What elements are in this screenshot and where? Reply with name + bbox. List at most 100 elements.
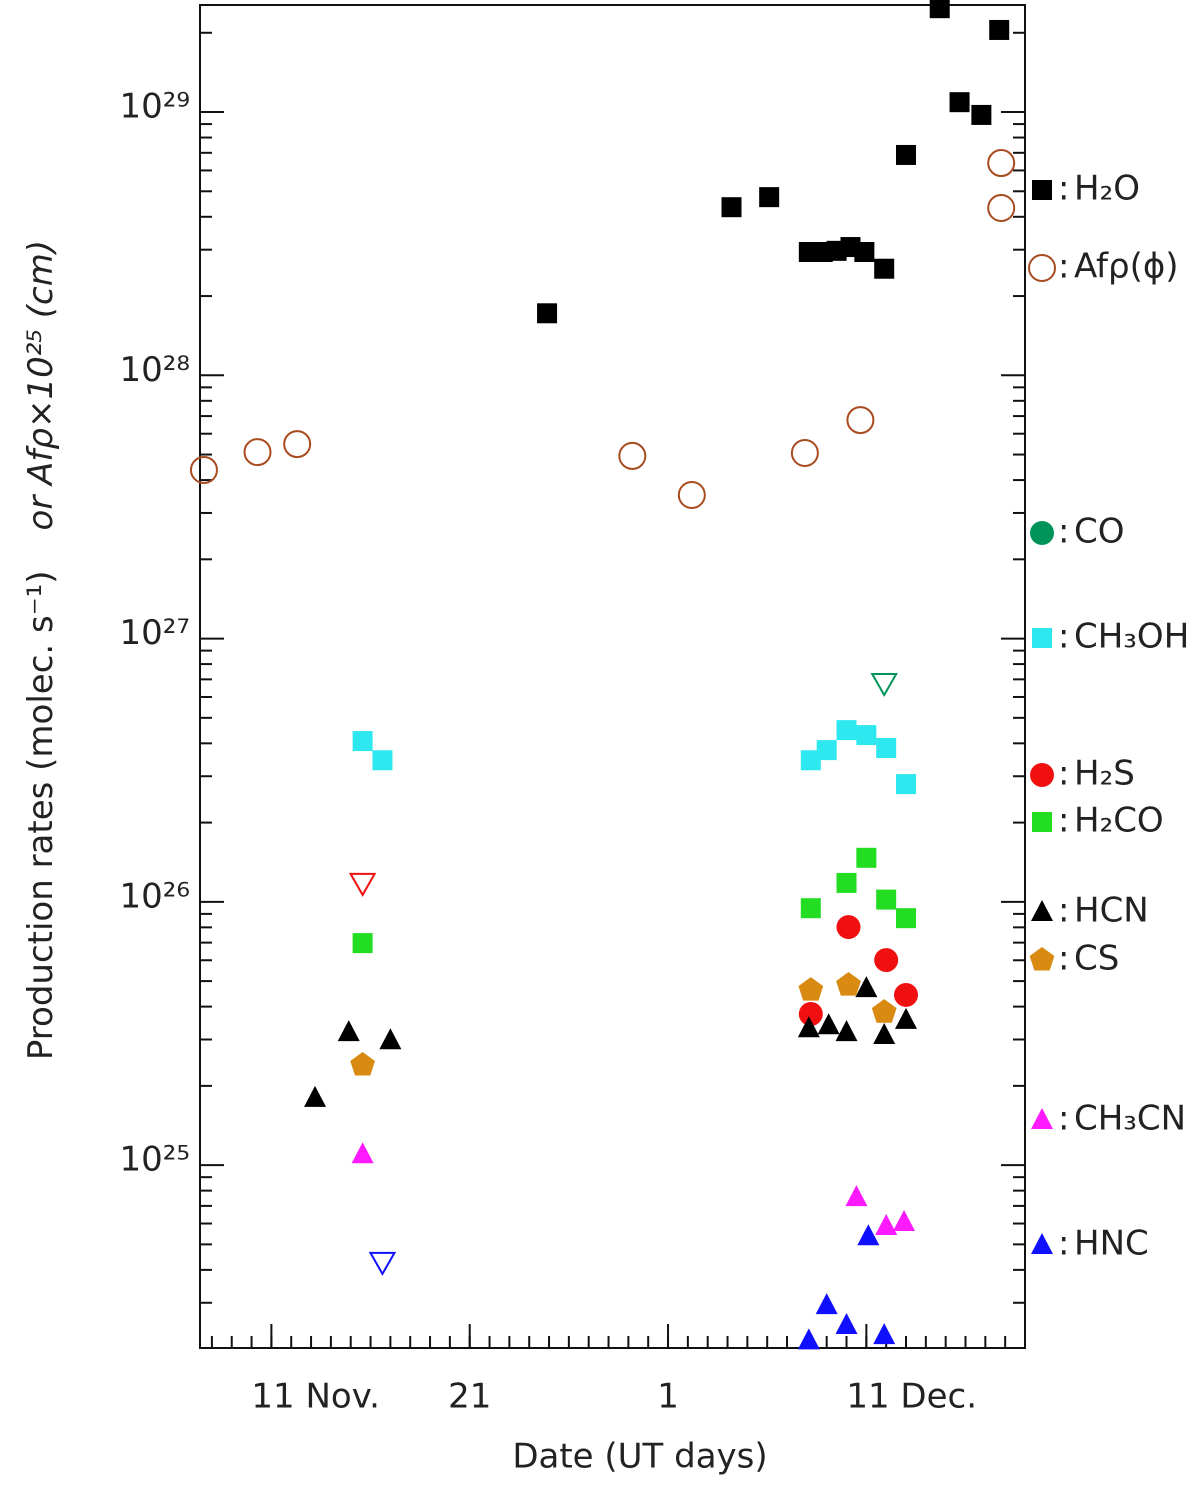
data-point <box>283 430 312 459</box>
x-tick-label: 1 <box>657 1377 679 1417</box>
data-point <box>537 303 558 324</box>
upper-limit <box>348 872 377 897</box>
legend-marker <box>1030 763 1054 787</box>
legend-label: Afρ(ϕ) <box>1074 247 1179 287</box>
data-point <box>243 438 272 467</box>
data-point <box>845 1185 868 1207</box>
y-tick-label: 10²⁵ <box>119 1140 190 1180</box>
data-point <box>896 144 917 165</box>
data-point <box>854 241 875 262</box>
legend-separator: : <box>1058 801 1069 841</box>
legend-marker <box>1032 812 1052 832</box>
data-point <box>372 750 393 771</box>
data-point <box>816 740 837 761</box>
data-point <box>846 406 875 435</box>
data-point <box>836 720 857 741</box>
data-point <box>815 1293 838 1315</box>
legend-marker <box>1031 900 1053 921</box>
data-point <box>876 889 897 910</box>
data-point <box>874 948 899 973</box>
legend-marker <box>1028 254 1056 282</box>
data-point <box>677 481 706 510</box>
data-point <box>896 774 917 795</box>
x-tick-label: 21 <box>448 1377 491 1417</box>
legend-label: HNC <box>1074 1224 1149 1264</box>
legend-marker <box>1031 1108 1053 1129</box>
upper-limit <box>368 1251 397 1276</box>
data-point <box>352 731 373 752</box>
legend-marker <box>1029 947 1055 971</box>
data-point <box>876 738 897 759</box>
data-point <box>856 847 877 868</box>
x-axis-label: Date (UT days) <box>512 1437 767 1477</box>
data-point <box>352 933 373 954</box>
legend-marker <box>1030 521 1054 545</box>
data-point <box>971 104 992 125</box>
data-point <box>873 1023 896 1045</box>
legend-separator: : <box>1058 512 1069 552</box>
legend-separator: : <box>1058 169 1069 209</box>
data-point <box>989 19 1010 40</box>
legend-marker <box>1031 1233 1053 1254</box>
x-tick-label: 11 Dec. <box>846 1377 977 1417</box>
data-point <box>987 193 1016 222</box>
legend-label: H₂CO <box>1074 801 1164 841</box>
y-tick-label: 10²⁸ <box>119 350 190 390</box>
data-point <box>894 982 919 1007</box>
data-point <box>350 1052 375 1076</box>
data-point <box>836 972 861 996</box>
data-point <box>800 750 821 771</box>
data-point <box>987 149 1016 178</box>
legend-label: CH₃OH <box>1074 617 1189 657</box>
data-point <box>721 197 742 218</box>
data-point <box>835 1313 858 1335</box>
data-point <box>304 1085 327 1107</box>
data-point <box>189 455 218 484</box>
legend-separator: : <box>1058 891 1069 931</box>
data-point <box>895 1007 918 1029</box>
data-point <box>797 1328 820 1350</box>
data-point <box>893 1210 916 1232</box>
data-point <box>790 438 819 467</box>
data-point <box>873 1323 896 1345</box>
data-point <box>337 1020 360 1042</box>
legend-label: CH₃CN <box>1074 1099 1186 1139</box>
legend-label: HCN <box>1074 891 1149 931</box>
legend-label: CO <box>1074 512 1125 552</box>
legend-label: CS <box>1074 939 1119 979</box>
data-point <box>835 1020 858 1042</box>
data-point <box>759 187 780 208</box>
data-point <box>800 898 821 919</box>
data-point <box>856 725 877 746</box>
data-point <box>857 1224 880 1246</box>
plot-frame <box>199 4 1026 1349</box>
legend-label: H₂O <box>1074 169 1140 209</box>
data-point <box>855 976 878 998</box>
data-point <box>379 1028 402 1050</box>
data-point <box>874 258 895 279</box>
legend-label: H₂S <box>1074 754 1135 794</box>
legend-separator: : <box>1058 617 1069 657</box>
y-tick-label: 10²⁹ <box>119 87 190 127</box>
upper-limit <box>870 673 898 698</box>
y-axis-label: Production rates (molec. s⁻¹) or Afρ×10²⁵… <box>21 240 61 1060</box>
data-point <box>875 1214 898 1236</box>
data-point <box>351 1142 374 1164</box>
data-point <box>836 915 861 940</box>
data-point <box>836 872 857 893</box>
legend-separator: : <box>1058 1224 1069 1264</box>
data-point <box>929 0 950 19</box>
y-tick-label: 10²⁷ <box>119 613 190 653</box>
data-point <box>618 441 647 470</box>
y-axis-label-main: Production rates (molec. s⁻¹) <box>21 570 61 1060</box>
data-point <box>949 92 970 113</box>
data-point <box>896 908 917 929</box>
data-point <box>797 1016 820 1038</box>
data-point <box>871 999 897 1023</box>
legend-marker <box>1032 180 1052 200</box>
y-tick-label: 10²⁶ <box>119 876 190 916</box>
x-tick-label: 11 Nov. <box>251 1377 380 1417</box>
legend-marker <box>1032 628 1052 648</box>
y-axis-label-alt: or Afρ×10²⁵ (cm) <box>21 240 61 531</box>
